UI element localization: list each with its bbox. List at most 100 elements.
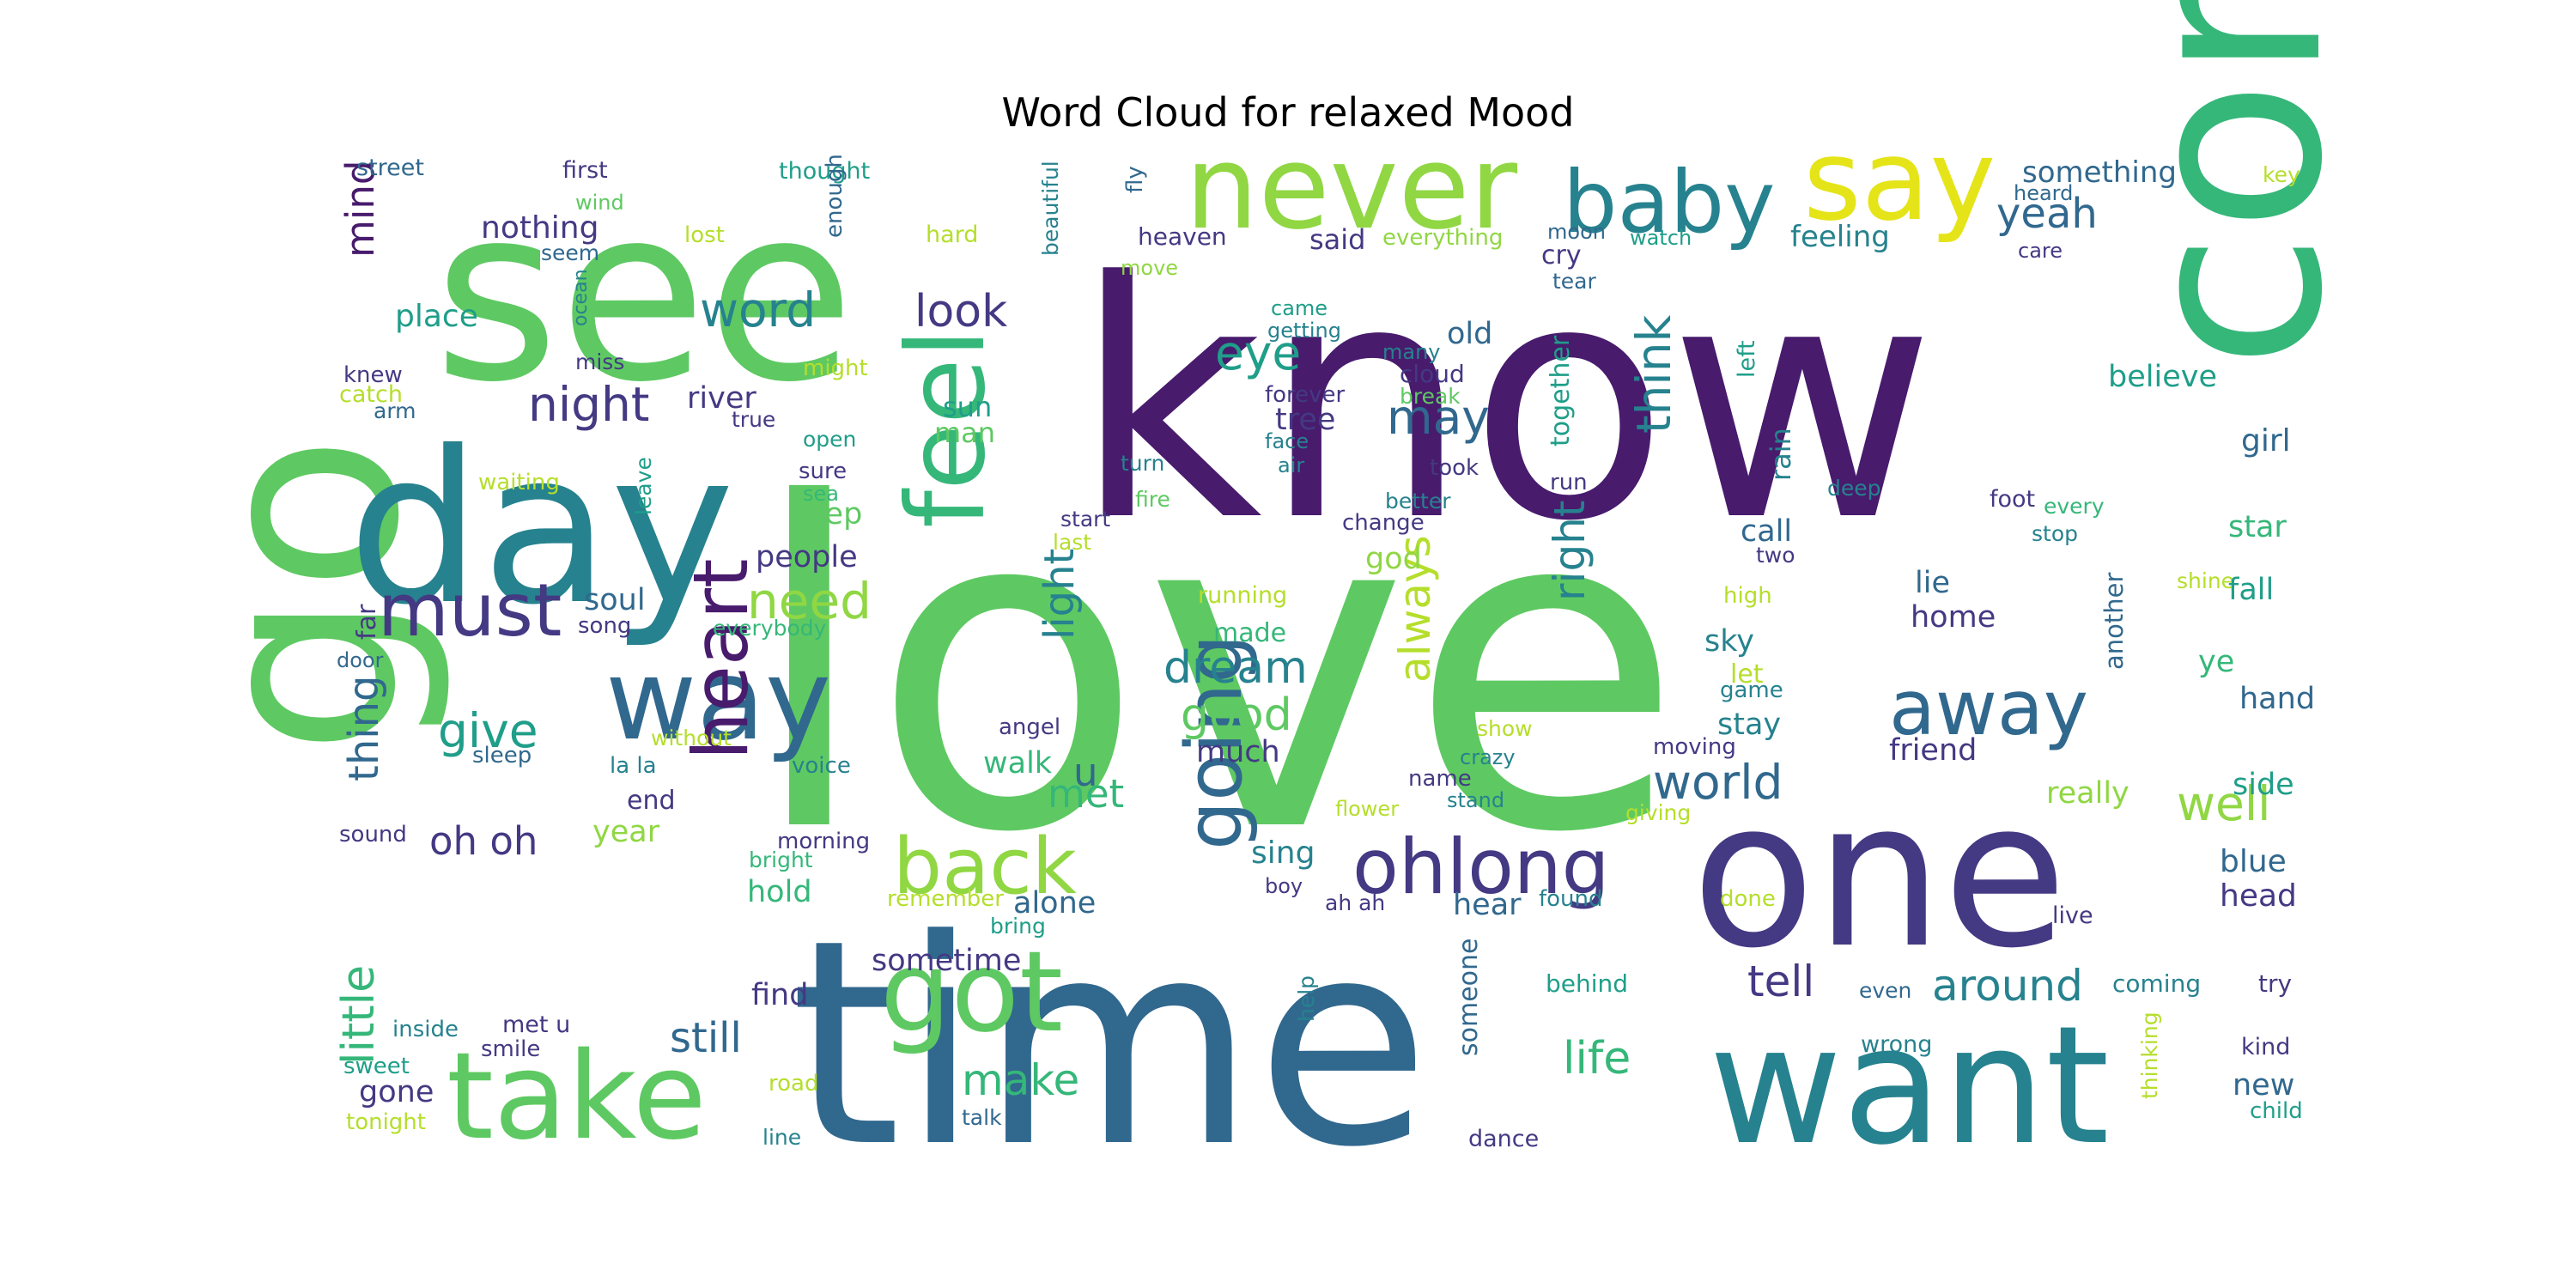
word-never: never	[1185, 120, 1518, 255]
word-keep: keep	[790, 497, 862, 532]
word-thought: thought	[779, 158, 870, 185]
word-word: word	[700, 283, 816, 337]
word-eye: eye	[1215, 325, 1301, 380]
word-stay: stay	[1717, 708, 1781, 742]
word-voice: voice	[792, 753, 851, 779]
word-tonight: tonight	[346, 1109, 426, 1135]
word-back: back	[893, 822, 1077, 912]
word-heaven: heaven	[1138, 222, 1227, 251]
word-fire: fire	[1135, 487, 1170, 512]
word-know: know	[1073, 212, 1935, 592]
word-feeling: feeling	[1790, 220, 1890, 254]
word-ocean: ocean	[570, 269, 592, 326]
word-run: run	[1550, 470, 1588, 495]
word-sound: sound	[339, 822, 407, 848]
word-river: river	[687, 381, 756, 416]
word-call: call	[1741, 514, 1792, 549]
word-head: head	[2220, 878, 2297, 914]
word-heart: heart	[677, 558, 765, 760]
word-dream: dream	[1163, 642, 1308, 694]
word-place: place	[395, 299, 478, 334]
word-catch: catch	[339, 381, 403, 408]
word-road: road	[769, 1071, 818, 1097]
word-right: right	[1545, 501, 1595, 601]
word-watch: watch	[1630, 226, 1692, 250]
word-hard: hard	[926, 222, 978, 248]
word-turn: turn	[1121, 451, 1164, 476]
word-tree: tree	[1275, 403, 1335, 437]
word-might: might	[803, 355, 868, 381]
word-give: give	[438, 703, 538, 758]
word-remember: remember	[887, 886, 1004, 912]
word-crazy: crazy	[1460, 745, 1516, 769]
word-many: many	[1382, 340, 1441, 364]
word-hold: hold	[747, 875, 812, 909]
word-took: took	[1430, 455, 1479, 481]
word-care: care	[2018, 239, 2063, 263]
word-coming: coming	[2112, 969, 2201, 998]
word-someone: someone	[1454, 939, 1484, 1057]
word-behind: behind	[1546, 969, 1628, 998]
word-night: night	[528, 377, 649, 432]
word-show: show	[1477, 716, 1533, 741]
word-girl: girl	[2241, 423, 2291, 459]
word-every: every	[2044, 494, 2105, 519]
word-wind: wind	[575, 191, 624, 215]
word-without: without	[651, 726, 732, 750]
word-two: two	[1756, 543, 1795, 568]
word-last: last	[1053, 530, 1091, 555]
word-sure: sure	[799, 459, 847, 484]
word-name: name	[1408, 766, 1472, 792]
word-sun: sun	[943, 391, 992, 423]
word-soul: soul	[584, 583, 646, 617]
word-everything: everything	[1382, 225, 1503, 251]
word-thinking: thinking	[2137, 1012, 2162, 1099]
word-stand: stand	[1447, 788, 1504, 812]
word-little: little	[333, 965, 385, 1065]
word-take: take	[447, 1027, 707, 1167]
word-air: air	[1278, 453, 1304, 477]
word-man: man	[934, 416, 995, 449]
word-help: help	[1294, 975, 1319, 1022]
word-need: need	[747, 572, 872, 630]
word-sing: sing	[1251, 835, 1315, 871]
word-believe: believe	[2108, 360, 2217, 394]
word-let: let	[1730, 659, 1764, 690]
word-child: child	[2250, 1098, 2303, 1124]
word-high: high	[1723, 583, 1772, 609]
word-seem: seem	[541, 240, 599, 265]
word-really: really	[2046, 776, 2129, 811]
word-door: door	[337, 648, 384, 672]
word-forever: forever	[1265, 382, 1346, 408]
word-say: say	[1803, 115, 1996, 246]
word-much: much	[1196, 735, 1280, 769]
word-came: came	[1271, 296, 1327, 320]
word-ye: ye	[2198, 645, 2234, 679]
word-star: star	[2228, 510, 2287, 544]
word-change: change	[1342, 510, 1425, 536]
word-something: something	[2022, 155, 2177, 190]
word-people: people	[756, 540, 858, 574]
word-see: see	[434, 155, 854, 435]
word-home: home	[1911, 600, 1996, 635]
word-running: running	[1198, 582, 1287, 609]
word-song: song	[578, 613, 631, 639]
word-alone: alone	[1013, 886, 1096, 920]
word-line: line	[762, 1125, 801, 1150]
word-still: still	[670, 1014, 742, 1062]
word-moon: moon	[1547, 220, 1606, 244]
word-well: well	[2177, 776, 2270, 831]
word-walk: walk	[983, 746, 1053, 781]
word-waiting: waiting	[478, 470, 560, 495]
word-kind: kind	[2241, 1034, 2290, 1060]
word-one: one	[1692, 758, 2067, 993]
word-friend: friend	[1889, 733, 1977, 768]
word-deep: deep	[1827, 476, 1881, 501]
word-dance: dance	[1468, 1126, 1539, 1152]
word-met-u: met u	[502, 1012, 570, 1038]
word-miss: miss	[575, 349, 624, 374]
word-thing: thing	[340, 676, 388, 781]
word-smile: smile	[481, 1036, 540, 1062]
word-go: go	[156, 434, 456, 756]
